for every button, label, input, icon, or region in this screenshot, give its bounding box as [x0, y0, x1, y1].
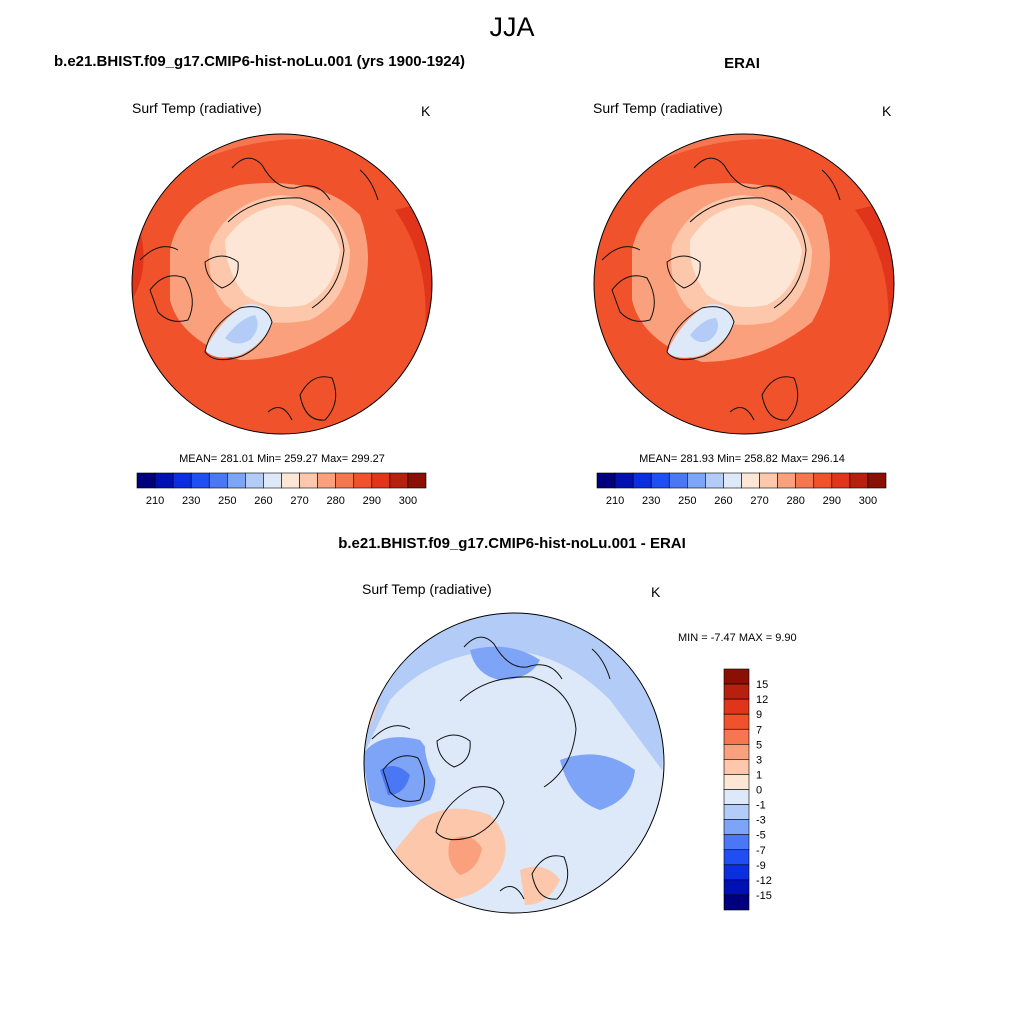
colorbar-difference-swatch	[723, 698, 750, 715]
colorbar-erai-swatch	[777, 472, 796, 489]
colorbar-difference-tick-label: 3	[756, 754, 762, 766]
panel-3-variable-label: Surf Temp (radiative)	[362, 581, 492, 597]
colorbar-difference-tick-label: 15	[756, 679, 768, 691]
polar-map-model	[131, 133, 433, 435]
colorbar-difference-swatch	[723, 834, 750, 851]
colorbar-model-swatch	[281, 472, 300, 489]
colorbar-difference-tick-label: -1	[756, 800, 766, 812]
colorbar-erai-swatch	[705, 472, 724, 489]
colorbar-erai-tick-label: 290	[823, 495, 841, 507]
colorbar-difference-tick-label: -9	[756, 860, 766, 872]
colorbar-erai-swatch	[650, 472, 670, 489]
colorbar-difference-swatch	[723, 683, 750, 700]
panel-1-units-label: K	[421, 103, 431, 119]
colorbar-erai-tick-label: 300	[859, 495, 877, 507]
colorbar-erai-swatch	[867, 472, 887, 489]
colorbar-model-tick-label: 300	[399, 495, 417, 507]
colorbar-model-swatch	[263, 472, 282, 489]
colorbar-difference-swatch	[723, 789, 750, 805]
colorbar-erai-tick-label: 270	[750, 495, 768, 507]
colorbar-erai-swatch	[632, 472, 652, 489]
panel-3-stats: MIN = -7.47 MAX = 9.90	[678, 632, 797, 644]
colorbar-erai-swatch	[759, 472, 778, 489]
colorbar-model-tick-label: 250	[218, 495, 236, 507]
panel-1-stats: MEAN= 281.01 Min= 259.27 Max= 299.27	[179, 453, 385, 465]
colorbar-erai-swatch	[614, 472, 634, 489]
colorbar-model-swatch	[317, 472, 336, 489]
colorbar-model: 210 230 250 260 270 280 290 300	[136, 472, 427, 507]
colorbar-difference-tick-label: 5	[756, 739, 762, 751]
colorbar-model-swatch	[389, 472, 409, 489]
colorbar-model-swatch	[335, 472, 355, 489]
polar-map-difference	[363, 612, 665, 914]
colorbar-difference: 15 12 9 7 5 3 1 0 -1 -3 -5 -7 -9 -12 -15	[723, 668, 772, 911]
panel-2-stats: MEAN= 281.93 Min= 258.82 Max= 296.14	[639, 453, 845, 465]
colorbar-model-swatch	[136, 472, 156, 489]
colorbar-difference-tick-label: 9	[756, 709, 762, 721]
colorbar-erai-tick-label: 260	[714, 495, 732, 507]
colorbar-model-swatch	[190, 472, 210, 489]
colorbar-difference-swatch	[723, 774, 750, 790]
colorbar-difference-tick-label: 12	[756, 694, 768, 706]
colorbar-model-swatch	[245, 472, 264, 489]
colorbar-difference-tick-label: -5	[756, 830, 766, 842]
colorbar-model-tick-label: 290	[363, 495, 381, 507]
colorbar-difference-swatch	[723, 713, 750, 730]
colorbar-erai-tick-label: 250	[678, 495, 696, 507]
panel-2-variable-label: Surf Temp (radiative)	[593, 100, 723, 116]
colorbar-difference-swatch	[723, 894, 750, 911]
colorbar-erai-swatch	[596, 472, 616, 489]
colorbar-erai-tick-label: 210	[606, 495, 624, 507]
colorbar-difference-tick-label: 7	[756, 724, 762, 736]
colorbar-model-swatch	[172, 472, 192, 489]
colorbar-difference-swatch	[723, 668, 750, 685]
colorbar-erai-swatch	[795, 472, 815, 489]
colorbar-erai-swatch	[813, 472, 833, 489]
panel-2-units-label: K	[882, 103, 892, 119]
colorbar-model-swatch	[154, 472, 174, 489]
colorbar-erai-swatch	[849, 472, 869, 489]
colorbar-erai-swatch	[723, 472, 742, 489]
colorbar-model-swatch	[227, 472, 246, 489]
colorbar-model-swatch	[371, 472, 391, 489]
colorbar-erai-swatch	[668, 472, 688, 489]
colorbar-difference-tick-label: -15	[756, 890, 772, 902]
figure-title: JJA	[489, 12, 535, 42]
colorbar-model-tick-label: 270	[290, 495, 308, 507]
polar-map-erai	[593, 133, 895, 435]
panel-1-variable-label: Surf Temp (radiative)	[132, 100, 262, 116]
colorbar-difference-swatch	[723, 728, 750, 745]
colorbar-difference-tick-label: -12	[756, 875, 772, 887]
colorbar-erai-tick-label: 280	[787, 495, 805, 507]
colorbar-difference-tick-label: 1	[756, 769, 762, 781]
colorbar-difference-swatch	[723, 804, 750, 820]
colorbar-erai-tick-label: 230	[642, 495, 660, 507]
colorbar-difference-swatch	[723, 879, 750, 896]
colorbar-model-swatch	[299, 472, 318, 489]
colorbar-model-tick-label: 280	[327, 495, 345, 507]
colorbar-erai: 210 230 250 260 270 280 290 300	[596, 472, 887, 507]
colorbar-difference-swatch	[723, 819, 750, 835]
colorbar-difference-tick-label: 0	[756, 785, 762, 797]
panel-3-units-label: K	[651, 584, 661, 600]
colorbar-model-swatch	[208, 472, 228, 489]
colorbar-erai-swatch	[687, 472, 706, 489]
colorbar-difference-tick-label: -3	[756, 815, 766, 827]
colorbar-erai-swatch	[741, 472, 760, 489]
panel-1-title: b.e21.BHIST.f09_g17.CMIP6-hist-noLu.001 …	[54, 53, 465, 70]
panel-2-title: ERAI	[724, 55, 760, 72]
colorbar-model-tick-label: 230	[182, 495, 200, 507]
colorbar-difference-swatch	[723, 744, 750, 760]
colorbar-model-swatch	[353, 472, 373, 489]
colorbar-difference-swatch	[723, 759, 750, 775]
colorbar-difference-swatch	[723, 864, 750, 881]
colorbar-difference-tick-label: -7	[756, 845, 766, 857]
colorbar-model-swatch	[407, 472, 427, 489]
colorbar-model-tick-label: 260	[254, 495, 272, 507]
colorbar-model-tick-label: 210	[146, 495, 164, 507]
panel-3-title: b.e21.BHIST.f09_g17.CMIP6-hist-noLu.001 …	[338, 535, 686, 552]
colorbar-erai-swatch	[831, 472, 851, 489]
colorbar-difference-swatch	[723, 849, 750, 866]
